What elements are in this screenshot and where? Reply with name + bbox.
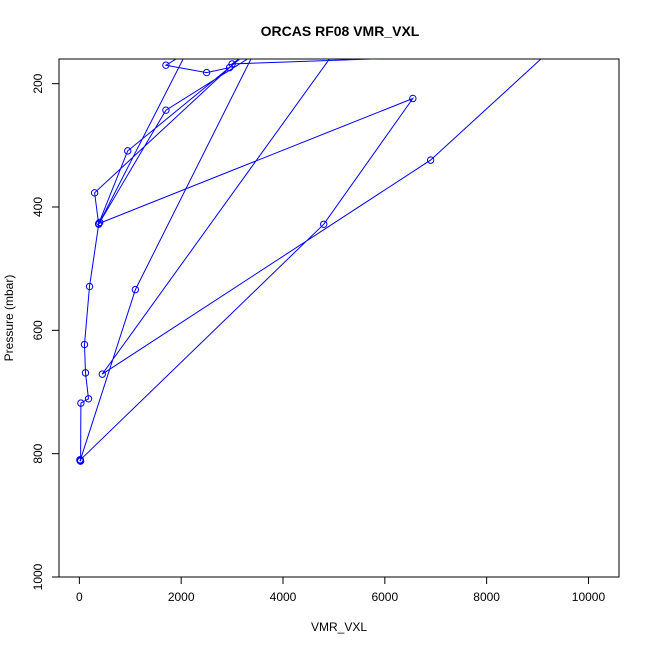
data-point <box>95 219 103 228</box>
data-point <box>85 282 94 291</box>
x-axis-label: VMR_VXL <box>311 620 367 634</box>
data-point <box>225 63 234 72</box>
data-point <box>131 285 140 294</box>
data-point <box>90 189 99 197</box>
y-tick-label: 600 <box>31 320 45 340</box>
data-point <box>202 68 211 77</box>
plot-area <box>76 50 551 465</box>
data-point <box>124 147 132 155</box>
data-point <box>162 61 170 69</box>
y-tick-label: 200 <box>31 73 45 93</box>
x-axis: 0 2000 4000 6000 8000 10000 <box>76 577 605 604</box>
data-point <box>228 60 236 68</box>
x-tick-label: 0 <box>76 590 83 604</box>
series-line <box>79 59 542 462</box>
data-point <box>426 156 435 164</box>
data-point <box>98 370 106 378</box>
data-point <box>162 106 170 114</box>
data-point <box>331 50 337 56</box>
y-tick-label: 1000 <box>31 563 45 590</box>
y-axis: 200 400 600 800 1000 <box>31 73 59 590</box>
data-point <box>250 59 255 60</box>
chart-title: ORCAS RF08 VMR_VXL <box>261 23 420 39</box>
y-tick-label: 400 <box>31 197 45 217</box>
data-point <box>320 220 328 228</box>
data-point <box>81 369 90 377</box>
x-tick-label: 10000 <box>572 590 606 604</box>
y-tick-label: 800 <box>31 443 45 463</box>
data-point <box>244 50 250 56</box>
y-axis-label: Pressure (mbar) <box>2 275 16 362</box>
data-point <box>77 399 85 407</box>
x-tick-label: 2000 <box>168 590 195 604</box>
data-point <box>545 50 551 56</box>
data-point <box>409 94 417 103</box>
data-point <box>76 456 85 464</box>
x-tick-label: 4000 <box>270 590 297 604</box>
data-point <box>183 50 189 56</box>
plot-frame <box>58 58 620 578</box>
x-tick-label: 8000 <box>473 590 500 604</box>
data-point <box>80 340 89 349</box>
x-tick-label: 6000 <box>371 590 398 604</box>
data-point <box>84 395 93 403</box>
data-point <box>96 218 104 227</box>
